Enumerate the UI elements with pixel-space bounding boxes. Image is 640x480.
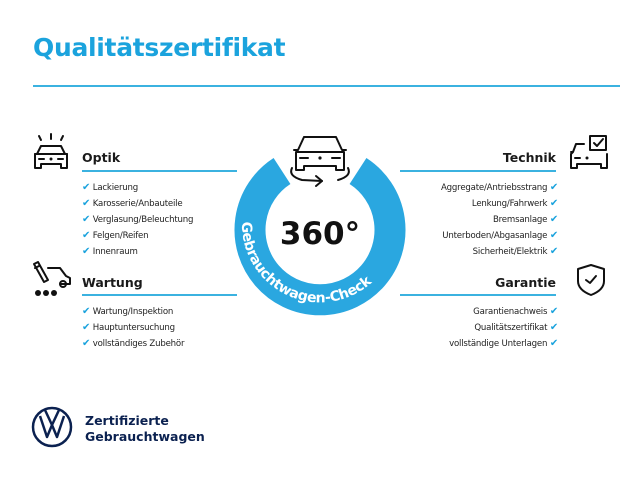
list-item: vollständige Unterlagen ✔ — [449, 338, 558, 349]
list-item: Lenkung/Fahrwerk ✔ — [471, 198, 558, 209]
car-lights-icon — [34, 133, 68, 169]
check-icon: ✔ — [549, 182, 558, 193]
technik-underline — [400, 170, 556, 172]
technik-list: Aggregate/Antriebsstrang ✔ Lenkung/Fahrw… — [380, 180, 558, 260]
list-item: ✔ Verglasung/Beleuchtung — [82, 214, 194, 225]
check-icon: ✔ — [549, 214, 558, 225]
check-icon: ✔ — [82, 230, 91, 241]
check-icon: ✔ — [82, 198, 91, 209]
list-item: ✔ Lackierung — [82, 182, 139, 193]
ring-arc — [234, 158, 406, 316]
footer-brand-text: Zertifizierte Gebrauchtwagen — [85, 413, 205, 444]
wartung-heading: Wartung — [82, 275, 143, 290]
check-icon: ✔ — [82, 306, 91, 317]
check-icon: ✔ — [549, 306, 558, 317]
title-divider — [33, 85, 620, 87]
list-item: ✔ Innenraum — [82, 246, 138, 257]
optik-list: ✔ Lackierung ✔ Karosserie/Anbauteile ✔ V… — [82, 180, 193, 260]
list-item: ✔ Wartung/Inspektion — [82, 306, 174, 317]
check-icon: ✔ — [549, 230, 558, 241]
list-item: Bremsanlage ✔ — [492, 214, 558, 225]
garantie-heading: Garantie — [495, 275, 556, 290]
check-icon: ✔ — [549, 246, 558, 257]
check-icon: ✔ — [82, 182, 91, 193]
optik-heading: Optik — [82, 150, 121, 165]
list-item: Unterboden/Abgasanlage ✔ — [442, 230, 558, 241]
wartung-underline — [82, 294, 237, 296]
car-checklist-icon — [570, 135, 608, 169]
check-icon: ✔ — [82, 322, 91, 333]
garantie-underline — [400, 294, 556, 296]
shield-check-icon — [577, 264, 605, 296]
wartung-list: ✔ Wartung/Inspektion ✔ Hauptuntersuchung… — [82, 304, 185, 352]
check-icon: ✔ — [549, 198, 558, 209]
vw-logo — [31, 406, 73, 448]
list-item: ✔ Felgen/Reifen — [82, 230, 149, 241]
list-item: ✔ vollständiges Zubehör — [82, 338, 185, 349]
check-icon: ✔ — [82, 214, 91, 225]
check-icon: ✔ — [549, 338, 558, 349]
check-icon: ✔ — [82, 338, 91, 349]
list-item: ✔ Karosserie/Anbauteile — [82, 198, 183, 209]
list-item: Aggregate/Antriebsstrang ✔ — [440, 182, 558, 193]
service-tools-icon — [33, 261, 71, 296]
technik-heading: Technik — [502, 150, 556, 165]
list-item: Garantienachweis ✔ — [473, 306, 558, 317]
page-title: Qualitätszertifikat — [33, 33, 286, 62]
list-item: Sicherheit/Elektrik ✔ — [472, 246, 559, 257]
degrees-label: 360° — [280, 216, 360, 252]
list-item: ✔ Hauptuntersuchung — [82, 322, 175, 333]
check-icon: ✔ — [549, 322, 558, 333]
car-rotate-icon — [290, 136, 350, 187]
optik-underline — [82, 170, 237, 172]
garantie-list: Garantienachweis ✔ Qualitätszertifikat ✔… — [380, 304, 558, 352]
check-icon: ✔ — [82, 246, 91, 257]
list-item: Qualitätszertifikat ✔ — [474, 322, 558, 333]
